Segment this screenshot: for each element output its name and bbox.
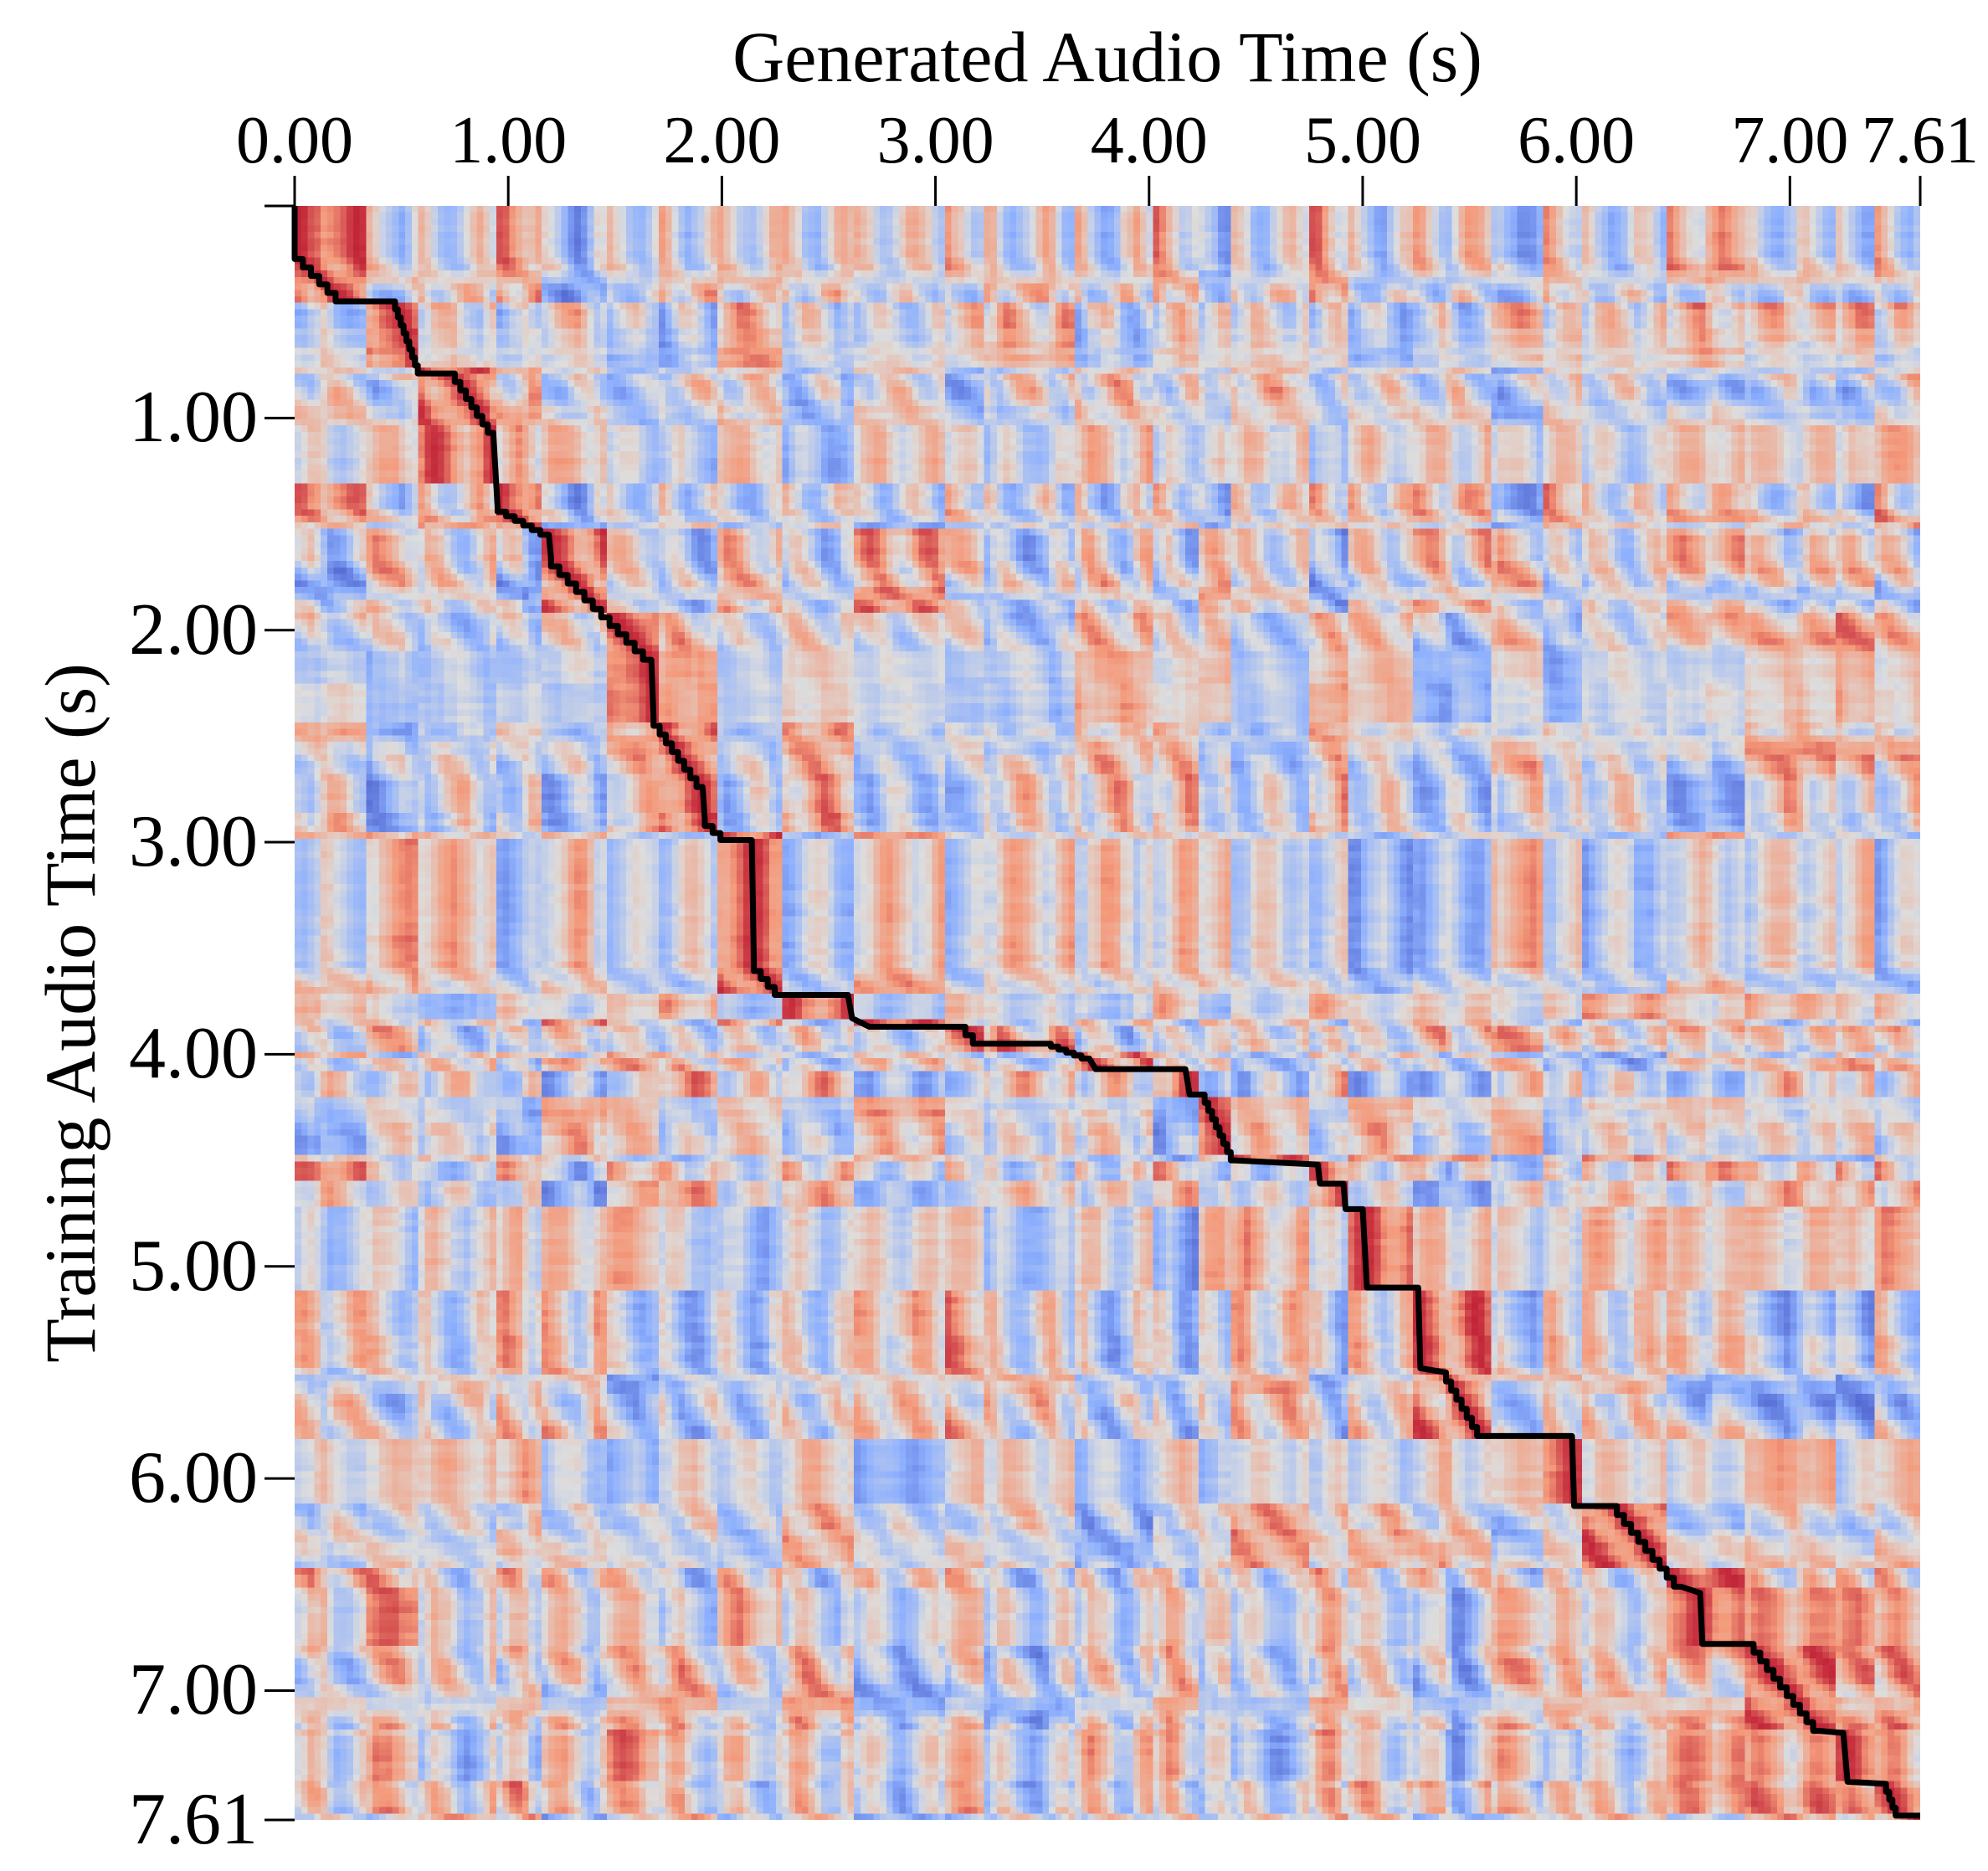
x-tick-label: 7.61 (1862, 104, 1979, 177)
x-axis-title: Generated Audio Time (s) (732, 17, 1482, 97)
x-tick-label: 7.00 (1731, 104, 1849, 177)
x-tick-label: 1.00 (449, 104, 568, 177)
y-tick-label: 7.61 (129, 1779, 258, 1860)
y-tick-label: 5.00 (129, 1225, 258, 1307)
y-tick-label: 3.00 (129, 801, 258, 883)
x-tick-label: 6.00 (1518, 104, 1636, 177)
y-tick-label: 6.00 (129, 1437, 258, 1519)
x-tick-label: 4.00 (1090, 104, 1208, 177)
x-tick-label: 3.00 (876, 104, 994, 177)
y-tick-label: 2.00 (129, 589, 258, 671)
y-tick-label: 7.00 (129, 1649, 258, 1731)
x-tick-label: 0.00 (236, 104, 353, 177)
alignment-path (291, 206, 1920, 1819)
x-tick-label: 5.00 (1303, 104, 1421, 177)
y-tick-label: 4.00 (129, 1013, 258, 1095)
y-tick-label: 1.00 (129, 377, 258, 459)
x-tick-label: 2.00 (663, 104, 781, 177)
